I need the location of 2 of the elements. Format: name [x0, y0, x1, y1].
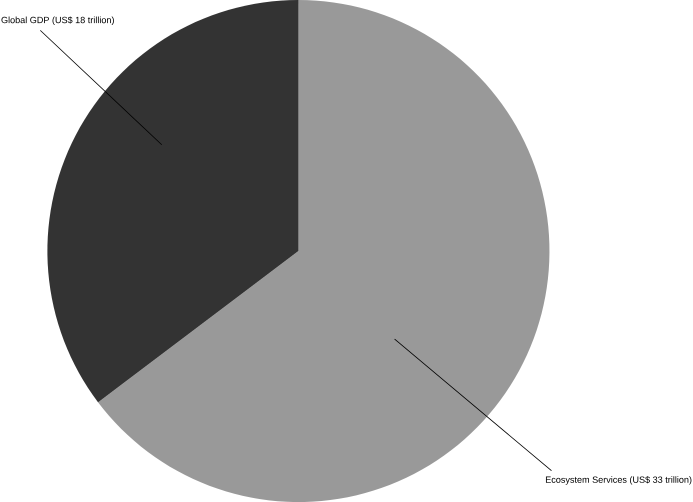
slice-label: Global GDP (US$ 18 trillion) [1, 16, 114, 25]
slice-label: Ecosystem Services (US$ 33 trillion) [546, 476, 692, 485]
